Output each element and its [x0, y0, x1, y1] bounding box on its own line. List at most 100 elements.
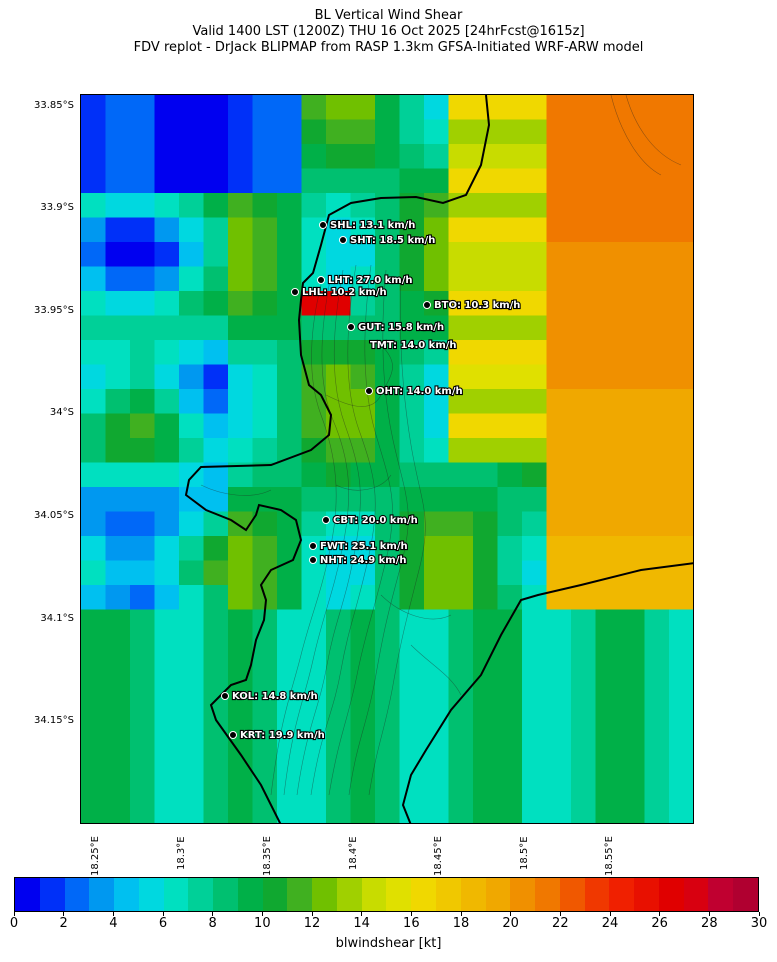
grid-cell: [473, 315, 499, 341]
grid-cell: [399, 364, 425, 390]
station-gut[interactable]: GUT: 15.8 km/h: [347, 321, 445, 334]
grid-cell: [105, 119, 131, 145]
grid-cell: [473, 781, 499, 807]
grid-cell: [105, 487, 131, 513]
grid-cell: [105, 95, 131, 121]
grid-cell: [277, 413, 303, 439]
grid-cell: [644, 462, 670, 488]
grid-cell: [546, 193, 572, 219]
grid-cell: [81, 242, 107, 268]
grid-cell: [179, 389, 205, 415]
grid-cell: [522, 291, 548, 317]
grid-cell: [375, 291, 401, 317]
grid-cell: [252, 462, 278, 488]
station-nht[interactable]: NHT: 24.9 km/h: [309, 554, 408, 567]
grid-cell: [644, 340, 670, 366]
grid-cell: [546, 462, 572, 488]
grid-cell: [375, 560, 401, 586]
grid-cell: [375, 511, 401, 537]
grid-cell: [350, 560, 376, 586]
grid-cell: [595, 291, 621, 317]
grid-cell: [620, 95, 646, 121]
grid-cell: [694, 732, 695, 757]
station-oht[interactable]: OHT: 14.0 km/h: [365, 385, 464, 398]
grid-cell: [473, 389, 499, 415]
grid-cell: [497, 560, 523, 586]
grid-cell: [497, 487, 523, 513]
grid-cell: [546, 364, 572, 390]
grid-cell: [571, 193, 597, 219]
grid-cell: [497, 144, 523, 170]
colorbar-tick-label: 20: [502, 916, 519, 931]
grid-cell: [277, 781, 303, 807]
grid-cell: [154, 266, 180, 292]
grid-cell: [228, 585, 254, 611]
grid-cell: [571, 217, 597, 243]
grid-cell: [546, 291, 572, 317]
grid-cell: [179, 805, 205, 823]
grid-cell: [669, 585, 693, 611]
grid-cell: [399, 511, 425, 537]
station-sht[interactable]: SHT: 18.5 km/h: [339, 234, 436, 247]
grid-cell: [105, 144, 131, 170]
station-fwt[interactable]: FWT: 25.1 km/h: [309, 540, 409, 553]
grid-cell: [105, 364, 131, 390]
grid-cell: [473, 560, 499, 586]
station-marker: [221, 692, 229, 700]
grid-cell: [571, 585, 597, 611]
grid-cell: [301, 805, 327, 823]
map-title: BL Vertical Wind Shear: [314, 8, 463, 23]
grid-cell: [154, 413, 180, 439]
grid-cell: [154, 585, 180, 611]
grid-cell: [497, 119, 523, 145]
grid-cell: [399, 144, 425, 170]
grid-cell: [694, 414, 695, 439]
grid-cell: [203, 609, 229, 635]
grid-cell: [179, 634, 205, 660]
map-frame[interactable]: SHL: 13.1 km/h SHT: 18.5 km/h LHT: 27.0 km…: [80, 94, 694, 824]
station-lhl[interactable]: LHL: 10.2 km/h: [291, 286, 388, 299]
grid-cell: [644, 707, 670, 733]
grid-cell: [350, 707, 376, 733]
grid-cell: [350, 291, 376, 317]
station-cbt[interactable]: CBT: 20.0 km/h: [322, 514, 419, 527]
grid-cell: [497, 511, 523, 537]
grid-cell: [154, 119, 180, 145]
grid-cell: [203, 95, 229, 121]
station-shl[interactable]: SHL: 13.1 km/h: [319, 219, 417, 232]
grid-cell: [448, 291, 474, 317]
station-markers: SHL: 13.1 km/h SHT: 18.5 km/h LHT: 27.0 km…: [221, 219, 522, 742]
colorbar-tick-label: 6: [158, 916, 168, 931]
station-tmt[interactable]: TMT: 14.0 km/h: [369, 339, 458, 352]
grid-cell: [277, 266, 303, 292]
grid-cell: [448, 438, 474, 464]
station-lht[interactable]: LHT: 27.0 km/h: [317, 274, 414, 287]
station-krt[interactable]: KRT: 19.9 km/h: [229, 729, 326, 742]
grid-cell: [203, 193, 229, 219]
colorbar-segment: [634, 878, 659, 911]
grid-cell: [424, 585, 450, 611]
grid-cell: [179, 756, 205, 782]
grid-cell: [375, 266, 401, 292]
station-kol[interactable]: KOL: 14.8 km/h: [221, 690, 319, 703]
colorbar: [14, 877, 759, 912]
grid-cell: [694, 781, 695, 806]
grid-cell: [571, 805, 597, 823]
grid-cell: [179, 560, 205, 586]
grid-cell: [399, 438, 425, 464]
grid-cell: [179, 217, 205, 243]
grid-cell: [179, 683, 205, 709]
grid-cell: [203, 242, 229, 268]
station-bto[interactable]: BTO: 10.3 km/h: [423, 299, 522, 312]
grid-cell: [424, 95, 450, 121]
grid-cell: [571, 487, 597, 513]
colorbar-segment: [733, 878, 758, 911]
grid-cell: [179, 781, 205, 807]
grid-cell: [669, 732, 693, 758]
grid-cell: [399, 487, 425, 513]
grid-cell: [669, 609, 693, 635]
grid-cell: [669, 683, 693, 709]
grid-cell: [203, 805, 229, 823]
grid-cell: [522, 242, 548, 268]
grid-cell: [179, 119, 205, 145]
